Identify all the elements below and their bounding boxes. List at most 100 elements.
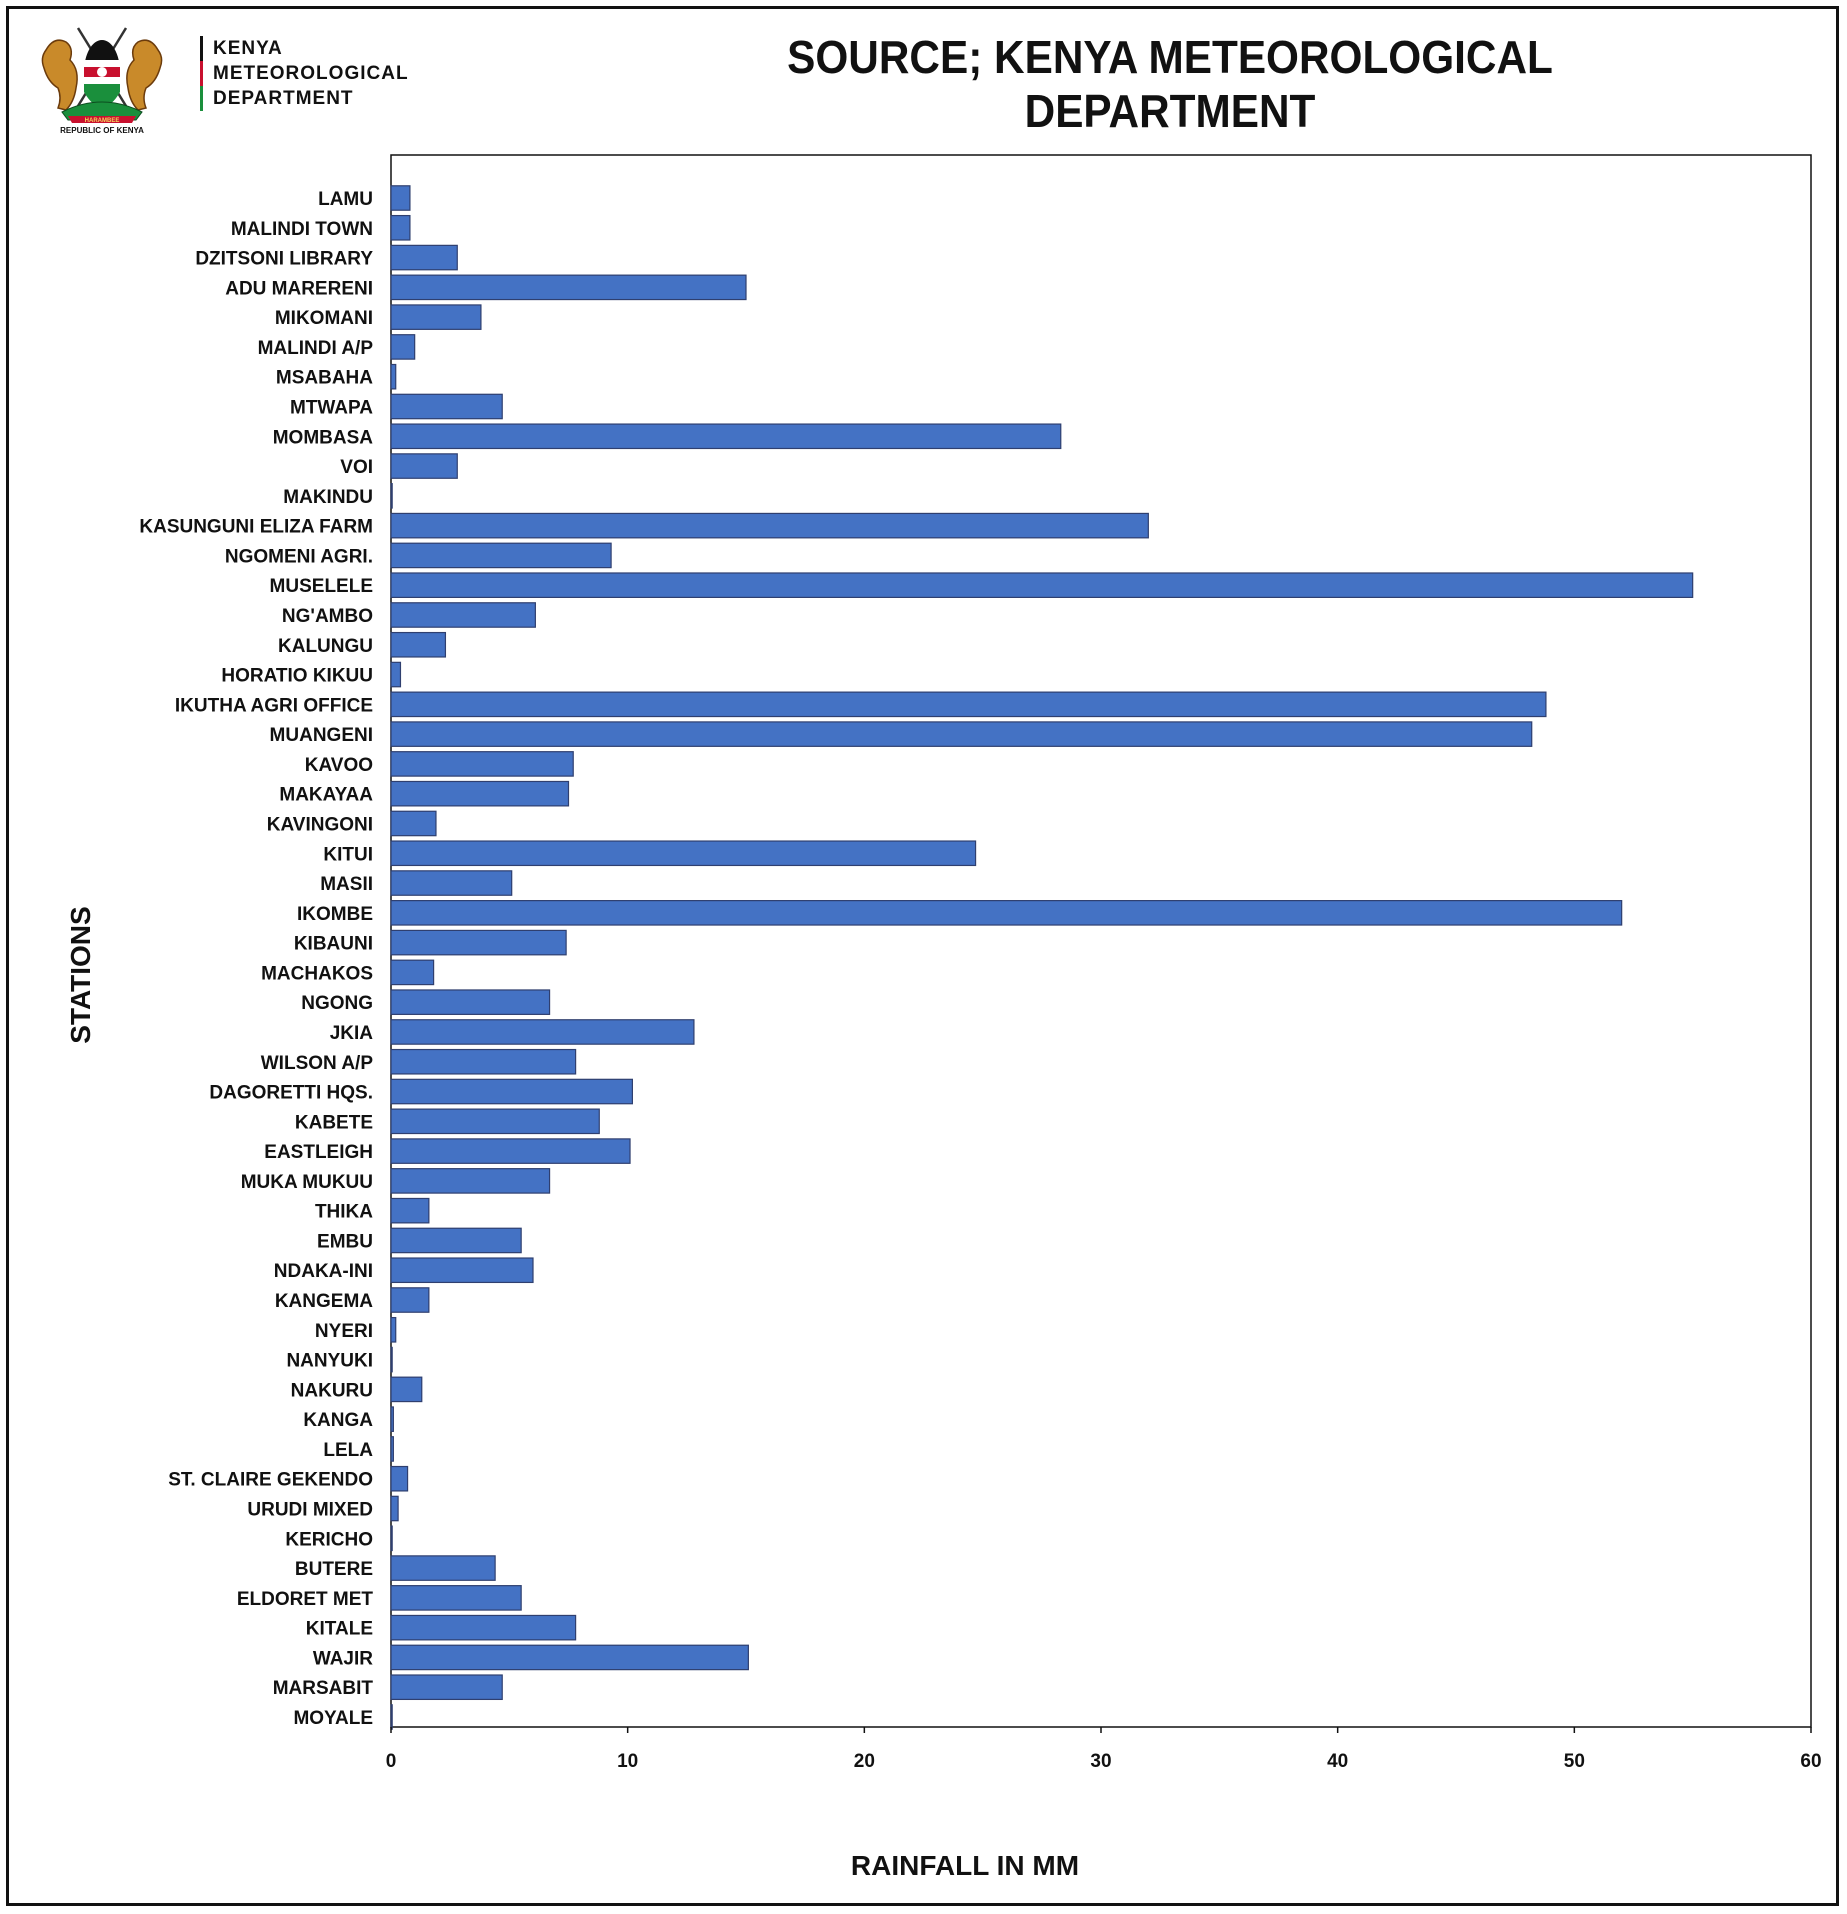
dept-line-3: DEPARTMENT	[213, 88, 354, 109]
motto-text: HARAMBEE	[85, 118, 120, 124]
dept-green-bar	[200, 86, 203, 111]
bar	[390, 631, 447, 658]
bar	[390, 1704, 393, 1730]
y-tick-label: NANYUKI	[286, 1351, 373, 1372]
kenya-coat-of-arms-logo: HARAMBEE REPUBLIC OF KENYA	[41, 27, 163, 135]
bar	[390, 661, 402, 688]
bar	[390, 1287, 430, 1313]
y-tick-label: EMBU	[317, 1231, 373, 1252]
y-tick-label: MALINDI TOWN	[231, 219, 373, 240]
bar	[390, 1138, 631, 1164]
y-tick-label: ELDORET MET	[237, 1589, 374, 1610]
y-tick-label: IKOMBE	[297, 904, 373, 925]
bar	[390, 959, 435, 986]
x-tick-label: 60	[1800, 1751, 1821, 1772]
y-tick-label: KASUNGUNI ELIZA FARM	[139, 517, 373, 538]
bar	[390, 185, 411, 211]
y-tick-label: KABETE	[295, 1112, 373, 1133]
y-tick-label: DZITSONI LIBRARY	[195, 249, 373, 270]
y-tick-label: BUTERE	[295, 1559, 373, 1580]
y-tick-label: EASTLEIGH	[264, 1142, 373, 1163]
bar	[390, 274, 747, 301]
bar	[390, 602, 536, 628]
bar	[390, 244, 458, 271]
bar	[390, 423, 1062, 450]
x-tick-label: 0	[386, 1751, 397, 1772]
bar	[390, 1078, 633, 1105]
bar	[390, 1316, 397, 1343]
y-tick-label: MALINDI A/P	[258, 338, 374, 359]
bar	[390, 900, 1623, 926]
bar	[390, 1585, 522, 1611]
y-tick-label: NAKURU	[291, 1380, 373, 1401]
bar	[390, 393, 503, 420]
bar	[390, 1257, 534, 1284]
y-tick-label: MOYALE	[293, 1708, 373, 1729]
bar	[390, 1168, 551, 1194]
y-tick-label: MOMBASA	[273, 427, 374, 448]
bar	[390, 751, 574, 777]
y-tick-label: KANGEMA	[275, 1291, 373, 1312]
bar	[390, 214, 411, 241]
bar	[390, 810, 437, 837]
bar	[390, 1465, 409, 1492]
bar	[390, 1108, 600, 1135]
y-tick-label: HORATIO KIKUU	[221, 666, 373, 687]
dept-line-1: KENYA	[213, 38, 283, 59]
y-tick-label: VOI	[340, 457, 373, 478]
x-tick-label: 40	[1327, 1751, 1348, 1772]
bar	[390, 840, 977, 867]
y-tick-label: KANGA	[303, 1410, 373, 1431]
bar	[390, 304, 482, 330]
bar	[390, 1048, 577, 1075]
y-tick-label: LELA	[323, 1440, 373, 1461]
x-tick-label: 20	[854, 1751, 875, 1772]
y-tick-label: KITALE	[306, 1619, 373, 1640]
bar	[390, 1406, 394, 1432]
y-tick-label: MAKAYAA	[279, 785, 373, 806]
bar	[390, 1555, 496, 1581]
y-tick-label: KITUI	[323, 844, 373, 865]
y-tick-label: NGONG	[301, 993, 373, 1014]
bar	[390, 691, 1547, 718]
bar	[390, 1346, 393, 1373]
y-tick-label: MARSABIT	[273, 1678, 374, 1699]
bar	[390, 721, 1533, 747]
x-tick-label: 10	[617, 1751, 638, 1772]
x-tick-label: 30	[1090, 1751, 1111, 1772]
dept-line-2: METEOROLOGICAL	[213, 63, 409, 84]
y-tick-label: NDAKA-INI	[274, 1261, 373, 1282]
bar	[390, 363, 397, 390]
republic-text: REPUBLIC OF KENYA	[60, 126, 144, 135]
bar	[390, 1197, 430, 1224]
bar	[390, 1614, 577, 1641]
y-tick-label: NG'AMBO	[282, 606, 373, 627]
y-tick-label: MAKINDU	[283, 487, 373, 508]
bar	[390, 1436, 394, 1462]
bar	[390, 870, 513, 896]
source-title: SOURCE; KENYA METEOROLOGICAL DEPARTMENT	[787, 31, 1553, 137]
bar	[390, 1227, 522, 1254]
y-tick-label: KIBAUNI	[294, 934, 373, 955]
y-tick-label: NGOMENI AGRI.	[225, 546, 373, 567]
page-frame	[6, 6, 1839, 1906]
y-tick-label: LAMU	[318, 189, 373, 210]
y-tick-label: WAJIR	[313, 1648, 373, 1669]
bar	[390, 483, 393, 509]
y-tick-label: KALUNGU	[278, 636, 373, 657]
bar	[390, 1644, 749, 1671]
department-name: KENYA METEOROLOGICAL DEPARTMENT	[200, 36, 409, 111]
bar	[390, 929, 567, 956]
bar	[390, 1674, 503, 1701]
bar	[390, 512, 1149, 539]
y-tick-label: MIKOMANI	[275, 308, 373, 329]
bar	[390, 1376, 423, 1403]
y-tick-label: MSABAHA	[276, 368, 373, 389]
y-tick-label: DAGORETTI HQS.	[209, 1083, 373, 1104]
y-tick-label: MUSELELE	[270, 576, 373, 597]
y-tick-label: ST. CLAIRE GEKENDO	[168, 1470, 373, 1491]
y-tick-label: MACHAKOS	[261, 963, 373, 984]
y-tick-label: MUANGENI	[270, 725, 373, 746]
y-tick-label: URUDI MIXED	[247, 1500, 373, 1521]
y-tick-label: JKIA	[330, 1023, 374, 1044]
